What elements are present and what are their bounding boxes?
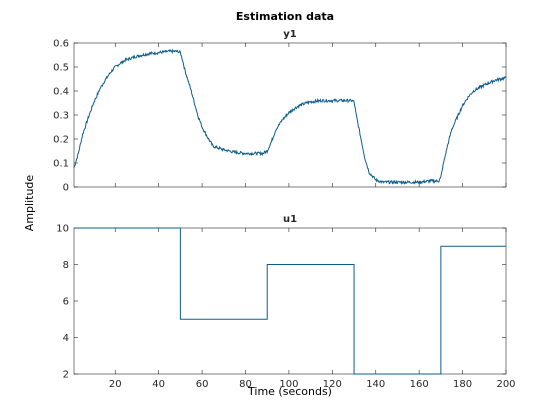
u1-y-tick-label: 8 [63, 260, 69, 271]
y1-y-tick-label: 0.5 [53, 63, 69, 74]
u1-x-tick-label: 20 [109, 379, 122, 390]
y1-y-tick-label: 0 [63, 183, 69, 194]
u1-subplot-title: u1 [283, 214, 297, 225]
u1-x-tick-label: 180 [453, 379, 472, 390]
u1-series-line [74, 227, 506, 375]
u1-axes-box [73, 227, 507, 375]
y1-y-tick-label: 0.6 [53, 39, 69, 50]
u1-x-tick-label: 60 [196, 379, 209, 390]
u1-y-tick-label: 2 [63, 370, 69, 381]
figure-title: Estimation data [236, 10, 334, 23]
y1-axes-box [73, 42, 507, 188]
u1-y-tick-label: 10 [56, 224, 69, 235]
u1-x-tick-label: 40 [152, 379, 165, 390]
u1-x-tick-label: 200 [496, 379, 515, 390]
x-axis-label: Time (seconds) [247, 385, 332, 398]
u1-y-tick-label: 4 [63, 333, 69, 344]
y1-y-tick-label: 0.3 [53, 111, 69, 122]
y1-y-tick-label: 0.4 [53, 87, 69, 98]
u1-x-tick-label: 160 [410, 379, 429, 390]
y1-series-line [73, 48, 507, 186]
u1-y-tick-label: 6 [63, 297, 69, 308]
u1-x-tick-label: 80 [239, 379, 252, 390]
u1-x-tick-label: 100 [279, 379, 298, 390]
y1-y-tick-label: 0.1 [53, 159, 69, 170]
u1-x-tick-label: 120 [323, 379, 342, 390]
u1-panel: u1 2 4 6 8 10 20 40 60 80 100 120 140 160 180 200 [56, 214, 515, 390]
y1-y-tick-label: 0.2 [53, 135, 69, 146]
y1-subplot-title: y1 [283, 29, 297, 40]
y1-panel: y1 0 0.1 0.2 0.3 0.4 0.5 0.6 [53, 29, 507, 194]
u1-x-tick-label: 140 [366, 379, 385, 390]
y-axis-label: Amplitude [23, 175, 36, 232]
